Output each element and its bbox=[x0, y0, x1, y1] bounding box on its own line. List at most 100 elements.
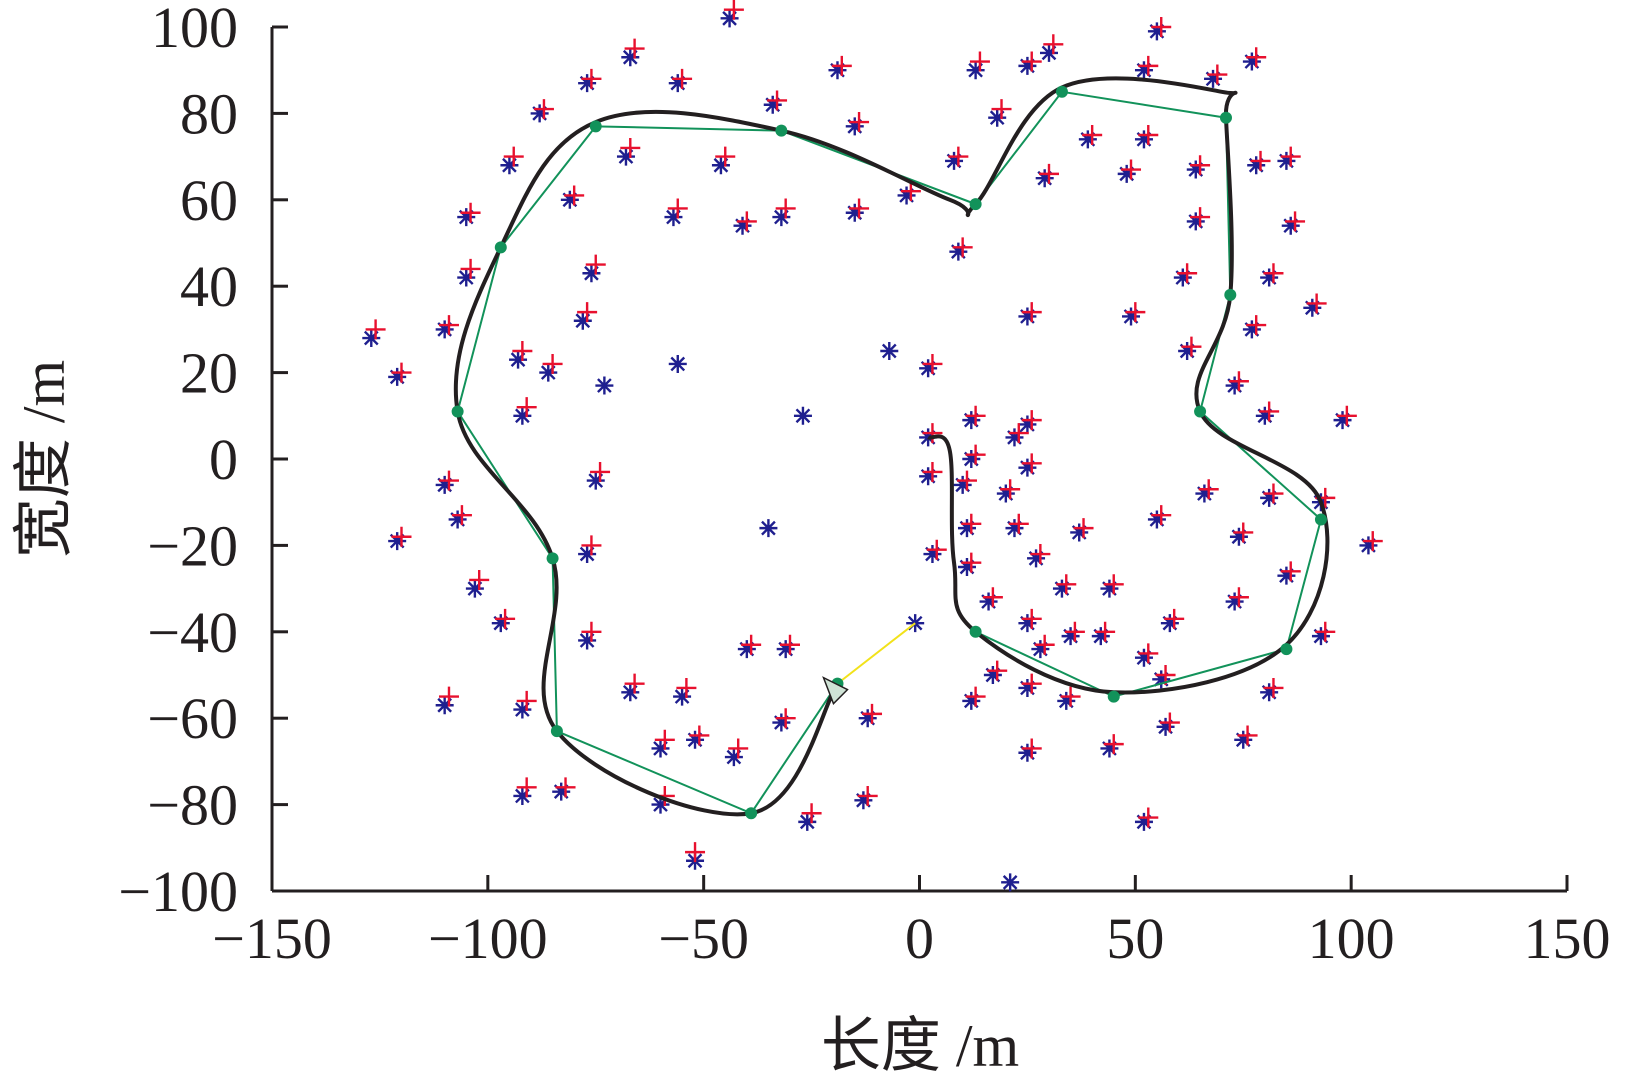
red-plus-point bbox=[438, 315, 459, 336]
blue-star-point bbox=[1005, 428, 1024, 447]
blue-star-point bbox=[858, 709, 877, 728]
red-plus-point bbox=[1190, 155, 1211, 176]
red-plus-point bbox=[469, 569, 490, 590]
blue-star-point bbox=[457, 268, 476, 287]
blue-star-point bbox=[1242, 320, 1261, 339]
blue-star-point bbox=[686, 730, 705, 749]
blue-star-point bbox=[720, 9, 739, 28]
y-tick-label: 80 bbox=[180, 81, 238, 146]
blue-star-point bbox=[539, 363, 558, 382]
red-plus-point bbox=[952, 237, 973, 258]
blue-star-point bbox=[793, 406, 812, 425]
x-tick-label: −100 bbox=[428, 906, 548, 971]
blue-star-point bbox=[923, 545, 942, 564]
waypoint-dot bbox=[546, 552, 559, 565]
blue-star-point bbox=[1001, 873, 1020, 892]
blue-star-point bbox=[1173, 268, 1192, 287]
blue-star-point bbox=[465, 579, 484, 598]
blue-star-point bbox=[435, 320, 454, 339]
red-plus-point bbox=[1198, 479, 1219, 500]
blue-star-point bbox=[1057, 691, 1076, 710]
blue-star-point bbox=[1061, 627, 1080, 646]
red-plus-point bbox=[1073, 518, 1094, 539]
red-plus-point bbox=[1008, 513, 1029, 534]
red-plus-point bbox=[1064, 621, 1085, 642]
red-plus-point bbox=[1246, 315, 1267, 336]
series-red-plus bbox=[365, 0, 1383, 863]
red-plus-point bbox=[1103, 574, 1124, 595]
blue-star-point bbox=[953, 475, 972, 494]
y-tick-label: −60 bbox=[147, 686, 238, 751]
red-plus-point bbox=[1280, 561, 1301, 582]
x-tick-label: 100 bbox=[1308, 906, 1395, 971]
blue-star-point bbox=[1156, 717, 1175, 736]
blue-star-point bbox=[530, 104, 549, 123]
blue-star-point bbox=[957, 519, 976, 538]
blue-star-point bbox=[578, 545, 597, 564]
blue-star-point bbox=[949, 242, 968, 261]
blue-star-point bbox=[962, 411, 981, 430]
blue-star-point bbox=[457, 208, 476, 227]
blue-star-point bbox=[828, 61, 847, 80]
waypoint-dot bbox=[451, 405, 464, 418]
blue-star-point bbox=[962, 450, 981, 468]
red-plus-point bbox=[564, 185, 585, 206]
red-plus-point bbox=[533, 99, 554, 120]
red-plus-point bbox=[1008, 423, 1029, 444]
red-plus-point bbox=[1151, 17, 1172, 37]
red-plus-point bbox=[961, 552, 982, 573]
blue-star-point bbox=[1134, 648, 1153, 667]
blue-star-point bbox=[772, 208, 791, 227]
red-plus-point bbox=[1138, 643, 1159, 664]
red-plus-point bbox=[667, 198, 688, 219]
blue-star-point bbox=[664, 208, 683, 227]
red-plus-point bbox=[969, 51, 990, 72]
blue-star-point bbox=[759, 519, 778, 538]
red-plus-point bbox=[1246, 47, 1267, 68]
red-plus-point bbox=[1190, 207, 1211, 228]
waypoints bbox=[451, 85, 1327, 820]
red-plus-point bbox=[438, 686, 459, 707]
red-plus-point bbox=[672, 68, 693, 89]
blue-star-point bbox=[362, 329, 381, 348]
red-plus-point bbox=[775, 708, 796, 729]
red-plus-point bbox=[1336, 405, 1357, 426]
red-plus-point bbox=[1285, 211, 1306, 232]
blue-star-point bbox=[988, 108, 1007, 127]
red-plus-point bbox=[1228, 371, 1249, 392]
red-plus-point bbox=[512, 341, 533, 361]
red-plus-point bbox=[577, 302, 598, 323]
blue-star-point bbox=[1260, 683, 1279, 702]
red-plus-point bbox=[922, 353, 943, 374]
red-plus-point bbox=[741, 634, 762, 655]
red-plus-point bbox=[1121, 159, 1142, 180]
blue-star-point bbox=[1186, 160, 1205, 179]
waypoint-dot bbox=[745, 807, 758, 820]
blue-star-point bbox=[1152, 670, 1171, 689]
blue-star-point bbox=[1333, 411, 1352, 430]
blue-star-point bbox=[1281, 216, 1300, 235]
red-plus-point bbox=[728, 738, 749, 759]
y-tick-label: −80 bbox=[147, 773, 238, 838]
smooth-path bbox=[453, 76, 1330, 817]
red-plus-point bbox=[1060, 686, 1081, 707]
red-plus-point bbox=[654, 729, 675, 750]
direction-arrow bbox=[822, 676, 849, 705]
red-plus-point bbox=[685, 842, 706, 863]
blue-star-point bbox=[1277, 566, 1296, 585]
red-plus-point bbox=[503, 146, 524, 167]
blue-star-point bbox=[1134, 130, 1153, 149]
blue-star-point bbox=[711, 156, 730, 175]
red-plus-point bbox=[1021, 738, 1042, 759]
red-plus-point bbox=[542, 353, 563, 374]
red-plus-point bbox=[1263, 263, 1284, 284]
blue-star-point bbox=[1117, 164, 1136, 183]
blue-star-point bbox=[616, 147, 635, 166]
x-tick-label: 150 bbox=[1524, 906, 1611, 971]
blue-star-point bbox=[1018, 458, 1037, 477]
blue-star-point bbox=[491, 614, 510, 633]
blue-star-point bbox=[1178, 342, 1197, 360]
red-plus-point bbox=[495, 608, 516, 629]
blue-star-point bbox=[1204, 69, 1223, 88]
blue-star-point bbox=[668, 354, 687, 373]
